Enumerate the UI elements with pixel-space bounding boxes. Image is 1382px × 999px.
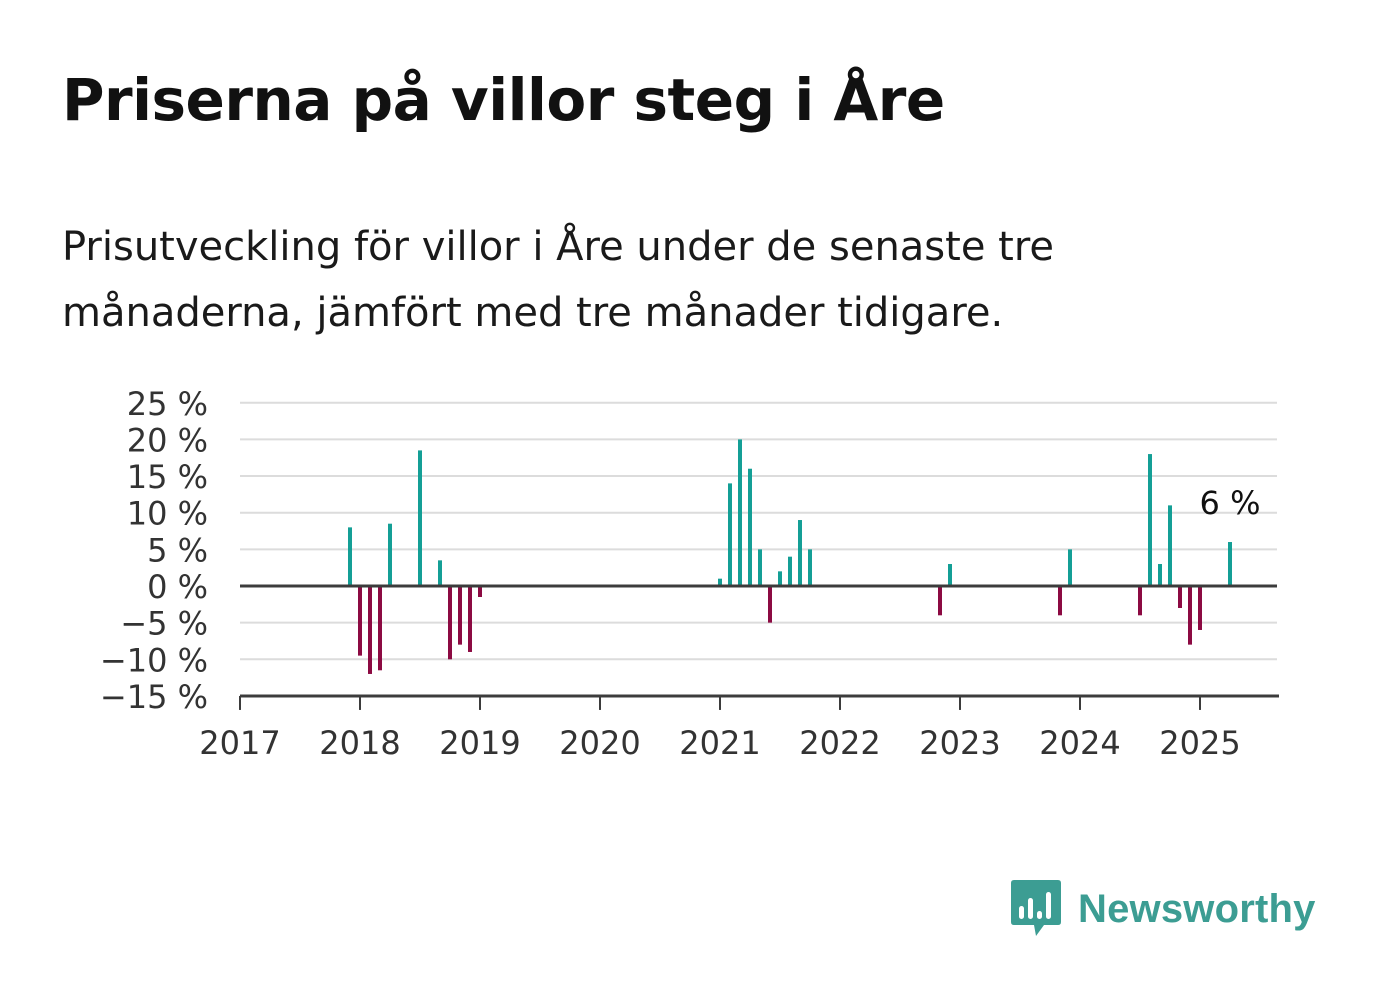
bar [1198,586,1202,630]
y-tick-label: 25 % [127,385,208,423]
x-tick-label: 2017 [199,724,280,762]
x-tick-label: 2019 [439,724,520,762]
bar [1058,586,1062,616]
bar [1168,505,1172,586]
x-tick-label: 2018 [319,724,400,762]
bar [808,549,812,586]
y-tick-label: 10 % [127,495,208,533]
bar [468,586,472,652]
bar [1188,586,1192,645]
y-tick-label: −10 % [100,641,208,679]
tick-labels: 25 %20 %15 %10 %5 %0 %−5 %−10 %−15 % 2017… [100,385,1261,762]
bar [1148,454,1152,586]
bar [378,586,382,671]
bar [788,556,792,586]
bar [358,586,362,656]
bar [748,468,752,586]
y-tick-label: 20 % [127,421,208,459]
y-tick-label: 5 % [147,531,208,569]
y-tick-label: 0 % [147,568,208,606]
bar [448,586,452,660]
bar [1158,564,1162,586]
x-tick-label: 2023 [919,724,1000,762]
x-tick-label: 2021 [679,724,760,762]
x-tick-label: 2024 [1039,724,1120,762]
bar [718,578,722,586]
bar [1138,586,1142,616]
annotation-label: 6 % [1200,484,1261,522]
bar [388,523,392,586]
bar [458,586,462,645]
bar [1178,586,1182,608]
bar [348,527,352,586]
y-tick-label: 15 % [127,458,208,496]
bar [938,586,942,616]
x-tick-label: 2022 [799,724,880,762]
bar [768,586,772,623]
brand-name: Newsworthy [1078,886,1316,931]
bar [728,483,732,586]
x-tick-label: 2020 [559,724,640,762]
bar [368,586,372,674]
bar [478,586,482,597]
bar [758,549,762,586]
bar [948,564,952,586]
bar [798,520,802,586]
bar [738,439,742,586]
chart-subtitle: Prisutveckling för villor i Åre under de… [62,224,1055,336]
x-tick-label: 2025 [1159,724,1240,762]
bar [438,560,442,586]
bars [348,439,1232,674]
newsworthy-logo: Newsworthy [1010,878,1316,940]
y-tick-label: −5 % [120,605,208,643]
gridlines [240,401,1277,661]
bar [778,571,782,586]
y-tick-label: −15 % [100,678,208,716]
bar [1068,549,1072,586]
bar [418,450,422,586]
axes [239,584,1279,710]
bar [1228,542,1232,586]
chart-title: Priserna på villor steg i Åre [62,66,945,134]
bar-chart-speech-bubble-icon [1011,880,1061,936]
